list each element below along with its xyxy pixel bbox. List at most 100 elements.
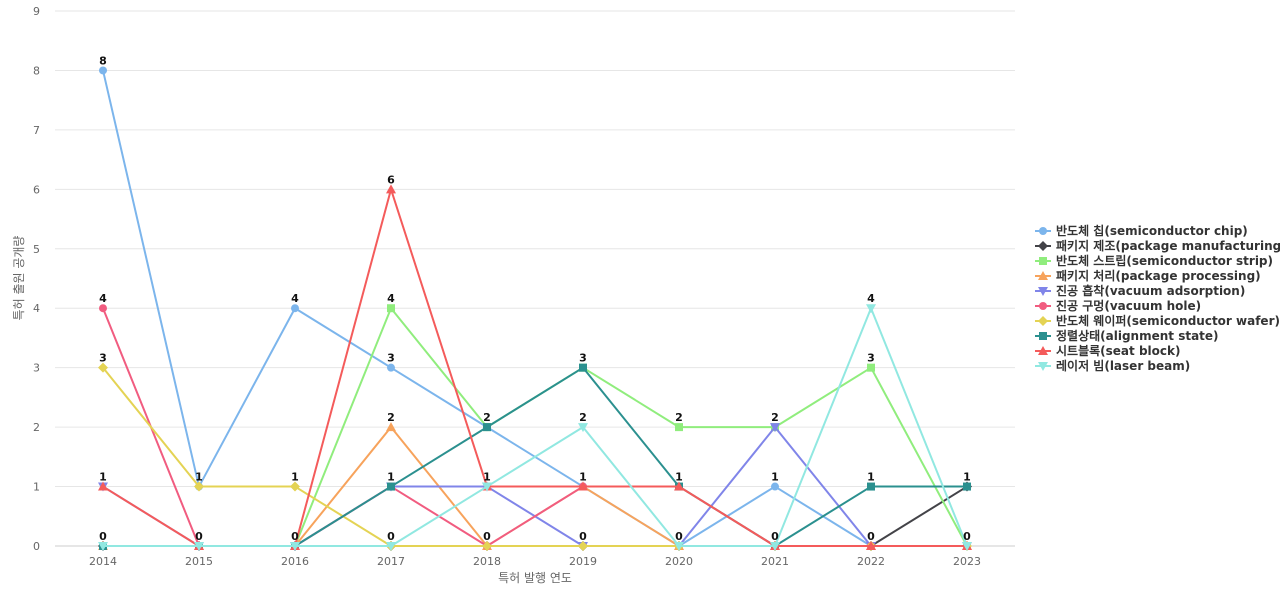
data-point — [386, 184, 396, 194]
data-label: 3 — [99, 352, 107, 365]
data-label: 3 — [387, 352, 395, 365]
legend-label: 정렬상태(alignment state) — [1056, 328, 1219, 343]
data-point — [482, 541, 492, 551]
data-label: 1 — [483, 471, 491, 484]
series-10 — [98, 304, 972, 551]
legend-marker — [1039, 332, 1047, 340]
legend-item[interactable]: 반도체 칩(semiconductor chip) — [1035, 223, 1248, 238]
series-line — [103, 307, 968, 547]
y-axis-title: 특허 출원 공개량 — [12, 236, 26, 321]
legend-label: 레이저 빔(laser beam) — [1056, 358, 1190, 373]
data-label: 0 — [483, 530, 491, 543]
data-point — [194, 542, 204, 551]
y-tick-label: 3 — [33, 362, 40, 375]
x-axis-ticks: 2014 2015 2016 2017 2018 2019 2020 2021 2022 2023 — [89, 555, 981, 568]
legend-item[interactable]: 진공 흡착(vacuum adsorption) — [1035, 283, 1245, 298]
data-point — [579, 363, 587, 372]
data-point — [290, 542, 300, 551]
data-point — [98, 481, 108, 491]
data-label: 3 — [579, 352, 587, 365]
legend-label: 시트블록(seat block) — [1056, 343, 1180, 358]
data-label: 0 — [675, 530, 683, 543]
x-tick-label: 2016 — [281, 555, 309, 568]
data-point — [867, 482, 875, 491]
data-point — [386, 422, 396, 432]
data-point — [99, 304, 107, 313]
legend-item[interactable]: 반도체 웨이퍼(semiconductor wafer) — [1035, 313, 1280, 328]
legend-marker — [1038, 271, 1048, 280]
data-label: 2 — [579, 411, 587, 424]
data-label: 4 — [291, 292, 299, 305]
x-tick-label: 2023 — [953, 555, 981, 568]
legend-item[interactable]: 정렬상태(alignment state) — [1035, 328, 1219, 343]
data-point — [578, 481, 588, 491]
data-label: 0 — [387, 530, 395, 543]
data-label: 1 — [387, 471, 395, 484]
data-point — [387, 304, 395, 313]
legend-item[interactable]: 시트블록(seat block) — [1035, 343, 1180, 358]
y-tick-label: 6 — [33, 183, 40, 196]
data-label: 1 — [99, 471, 107, 484]
data-point — [98, 362, 108, 373]
legend: 반도체 칩(semiconductor chip)패키지 제조(package … — [1035, 223, 1280, 373]
data-label: 2 — [483, 411, 491, 424]
legend-item[interactable]: 패키지 처리(package processing) — [1035, 268, 1261, 283]
data-point — [291, 304, 299, 313]
legend-marker — [1039, 257, 1047, 265]
data-label: 3 — [867, 352, 875, 365]
legend-label: 패키지 처리(package processing) — [1056, 268, 1261, 283]
data-point — [387, 482, 395, 491]
data-label: 2 — [387, 411, 395, 424]
data-point — [867, 363, 875, 372]
legend-label: 반도체 웨이퍼(semiconductor wafer) — [1056, 313, 1280, 328]
data-point — [387, 363, 395, 372]
y-tick-label: 2 — [33, 421, 40, 434]
legend-item[interactable]: 패키지 제조(package manufacturing) — [1035, 238, 1280, 253]
data-point — [674, 481, 684, 491]
x-tick-label: 2021 — [761, 555, 789, 568]
data-label: 4 — [99, 292, 107, 305]
data-label: 2 — [675, 411, 683, 424]
data-label: 4 — [387, 292, 395, 305]
data-label: 4 — [867, 292, 875, 305]
gridlines — [55, 10, 1015, 488]
y-tick-label: 7 — [33, 124, 40, 137]
legend-marker — [1038, 287, 1048, 296]
x-tick-label: 2019 — [569, 555, 597, 568]
data-point — [674, 542, 684, 551]
legend-marker — [1039, 227, 1047, 235]
data-label: 0 — [579, 530, 587, 543]
legend-label: 진공 흡착(vacuum adsorption) — [1056, 283, 1245, 298]
data-point — [675, 423, 683, 432]
data-label: 0 — [291, 530, 299, 543]
legend-label: 패키지 제조(package manufacturing) — [1056, 238, 1280, 253]
data-label: 1 — [579, 471, 587, 484]
x-tick-label: 2015 — [185, 555, 213, 568]
data-point — [194, 481, 204, 492]
x-tick-label: 2017 — [377, 555, 405, 568]
x-tick-label: 2022 — [857, 555, 885, 568]
data-point — [866, 541, 876, 550]
data-label: 1 — [963, 471, 971, 484]
data-point — [962, 542, 972, 551]
data-label: 6 — [387, 173, 395, 186]
legend-item[interactable]: 레이저 빔(laser beam) — [1035, 358, 1190, 373]
data-label: 1 — [867, 471, 875, 484]
data-point — [386, 542, 396, 551]
data-label: 1 — [291, 471, 299, 484]
data-label: 1 — [771, 471, 779, 484]
legend-item[interactable]: 진공 구멍(vacuum hole) — [1035, 298, 1201, 313]
data-label: 8 — [99, 54, 107, 67]
legend-marker — [1038, 362, 1048, 371]
x-tick-label: 2014 — [89, 555, 117, 568]
data-point — [771, 482, 779, 491]
series-lines — [98, 66, 972, 551]
legend-item[interactable]: 반도체 스트립(semiconductor strip) — [1035, 253, 1273, 268]
data-label: 0 — [195, 530, 203, 543]
data-label: 0 — [99, 530, 107, 543]
data-point — [866, 304, 876, 314]
legend-marker — [1039, 302, 1047, 310]
data-point — [483, 423, 491, 432]
data-point — [963, 482, 971, 491]
